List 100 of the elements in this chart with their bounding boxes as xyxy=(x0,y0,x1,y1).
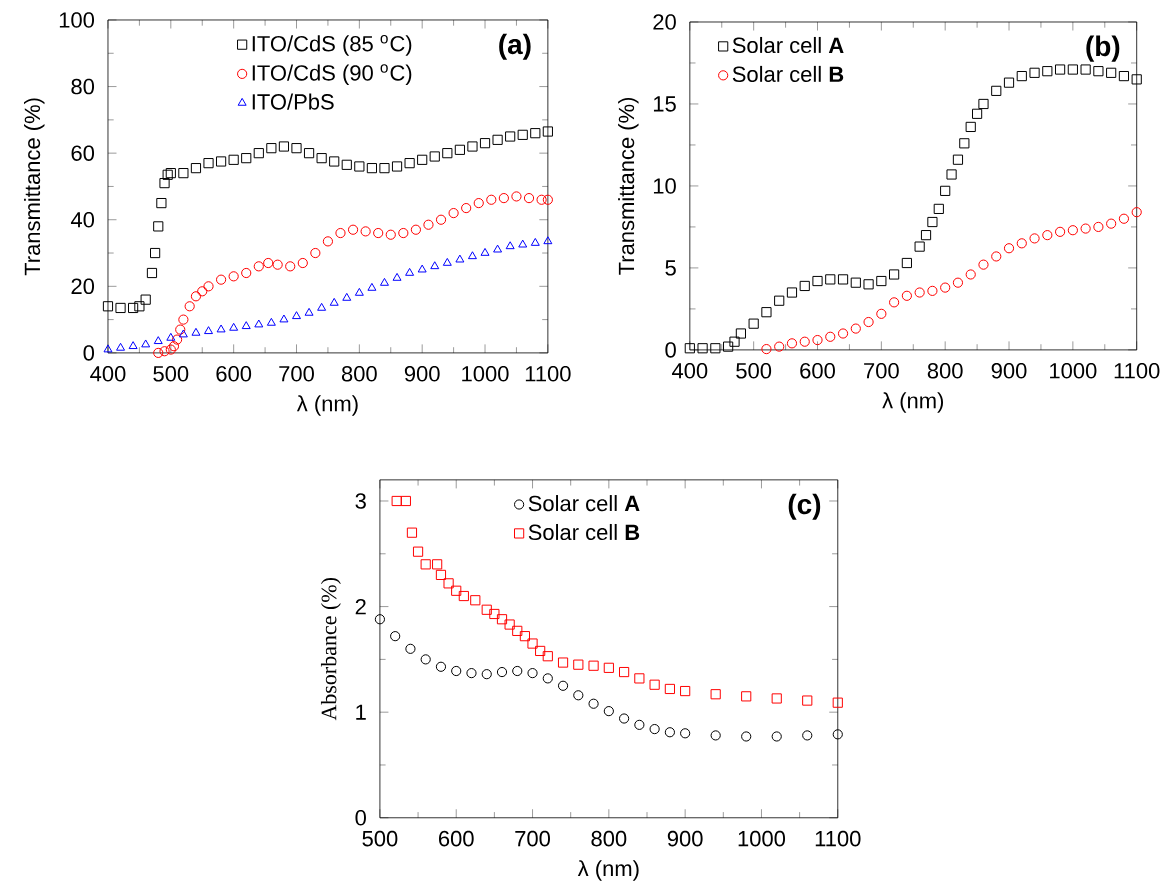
point xyxy=(710,688,721,700)
point xyxy=(1029,67,1040,78)
y-tick-label: 20 xyxy=(71,278,95,294)
point xyxy=(680,728,691,739)
point xyxy=(557,680,569,691)
point xyxy=(492,134,503,145)
point xyxy=(542,673,553,684)
point xyxy=(291,142,302,154)
point xyxy=(103,344,113,353)
point xyxy=(423,219,434,230)
point xyxy=(266,317,276,326)
point xyxy=(292,311,301,319)
point xyxy=(530,127,541,139)
point xyxy=(952,154,964,165)
point xyxy=(347,224,359,235)
point xyxy=(317,302,327,311)
point xyxy=(914,287,925,298)
point xyxy=(619,713,630,724)
point xyxy=(710,730,721,741)
x-tick-label: 700 xyxy=(279,365,314,382)
point xyxy=(876,308,887,319)
point xyxy=(366,162,378,174)
point xyxy=(380,277,389,286)
legend-label: ITO/CdS (85 $^{o}$C) xyxy=(252,34,412,56)
point xyxy=(1054,226,1066,237)
point xyxy=(159,177,170,189)
point xyxy=(216,324,226,333)
point xyxy=(634,719,645,730)
legend-label: ITO/CdS (90 $^{o}$C) xyxy=(252,64,412,85)
point xyxy=(799,280,810,291)
y-tick-label: 2 xyxy=(355,598,366,615)
point xyxy=(1042,65,1053,77)
point xyxy=(342,292,352,301)
point xyxy=(335,227,346,239)
point xyxy=(172,334,183,345)
point xyxy=(511,191,522,202)
point xyxy=(741,731,752,742)
point xyxy=(684,343,695,354)
point xyxy=(279,314,289,323)
point xyxy=(493,244,503,253)
legend-label: ITO/PbS xyxy=(252,93,334,110)
point xyxy=(215,156,227,167)
point xyxy=(536,194,547,205)
point xyxy=(128,302,139,313)
point xyxy=(390,630,401,642)
point xyxy=(952,277,964,288)
point xyxy=(432,559,443,570)
point xyxy=(203,157,214,169)
point xyxy=(442,257,452,266)
point xyxy=(573,690,584,701)
point xyxy=(128,341,138,349)
point xyxy=(373,227,384,239)
point xyxy=(588,660,599,671)
point xyxy=(543,236,553,245)
point xyxy=(889,297,900,308)
point xyxy=(965,121,976,132)
x-tick-label: 900 xyxy=(991,362,1027,379)
point xyxy=(379,162,390,174)
point xyxy=(435,569,447,580)
point xyxy=(863,279,874,290)
point xyxy=(1080,64,1091,75)
point xyxy=(254,319,264,328)
legend-label: Solar cell A xyxy=(732,36,844,53)
point xyxy=(451,665,462,676)
point xyxy=(519,630,530,642)
point xyxy=(1016,238,1027,249)
y-tick-label: 0 xyxy=(665,342,676,358)
point xyxy=(542,650,553,662)
point xyxy=(153,336,163,344)
point xyxy=(1118,213,1130,224)
point xyxy=(542,126,553,137)
x-tick-label: 600 xyxy=(800,362,835,379)
point xyxy=(228,154,239,165)
point xyxy=(435,661,447,672)
x-tick-label: 1100 xyxy=(525,365,571,382)
point xyxy=(1042,229,1053,241)
x-tick-label: 500 xyxy=(736,362,772,379)
point xyxy=(398,227,409,239)
y-tick-label: 3 xyxy=(355,493,366,509)
point xyxy=(175,324,186,335)
point xyxy=(1067,64,1078,75)
point xyxy=(1093,221,1104,232)
point xyxy=(410,224,421,235)
point xyxy=(946,169,957,180)
point xyxy=(116,342,126,351)
point xyxy=(168,341,180,352)
point xyxy=(850,277,861,288)
point xyxy=(304,307,314,316)
point xyxy=(933,203,944,214)
point xyxy=(429,151,440,162)
point xyxy=(680,685,691,697)
point xyxy=(920,229,932,241)
point xyxy=(203,281,214,292)
point xyxy=(479,137,491,149)
point xyxy=(771,731,782,742)
point xyxy=(634,673,645,684)
y-tick-label: 80 xyxy=(71,78,95,95)
point xyxy=(901,290,912,301)
point xyxy=(278,141,290,152)
point xyxy=(1106,218,1117,229)
